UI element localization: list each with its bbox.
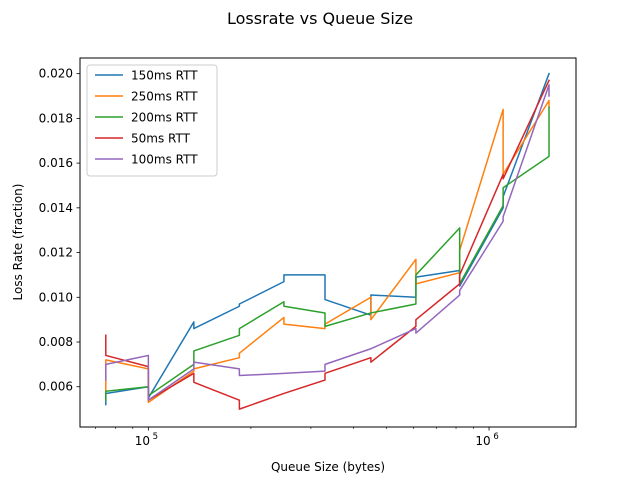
legend-box (86, 64, 218, 177)
x-tick-exponent: 6 (493, 432, 498, 442)
y-tick-label: 0.012 (39, 246, 73, 260)
y-tick-label: 0.018 (39, 111, 73, 125)
y-tick-label: 0.016 (39, 156, 73, 170)
legend-label-4: 100ms RTT (131, 153, 198, 167)
legend-label-2: 200ms RTT (131, 111, 198, 125)
x-tick-label: 10 (475, 434, 490, 448)
axis-layer: 0.006 0.008 0.010 0.012 0.014 0.016 0.018 0.020… (39, 67, 499, 448)
y-tick-label: 0.008 (39, 335, 73, 349)
x-tick-label: 10 (135, 434, 150, 448)
legend-label-1: 250ms RTT (131, 90, 198, 104)
chart-title: Lossrate vs Queue Size (227, 9, 413, 28)
legend-label-3: 50ms RTT (131, 132, 191, 146)
y-tick-label: 0.006 (39, 380, 73, 394)
y-tick-label: 0.014 (39, 201, 73, 215)
legend-label-0: 150ms RTT (131, 69, 198, 83)
plot-frame (79, 57, 577, 428)
series-layer (105, 72, 551, 410)
y-tick-label: 0.010 (39, 290, 73, 304)
y-axis-label: Loss Rate (fraction) (11, 184, 25, 301)
series-line-2 (105, 106, 550, 401)
y-tick-label: 0.020 (39, 67, 73, 81)
legend: 150ms RTT 250ms RTT 200ms RTT 50ms RTT 100ms… (86, 64, 218, 177)
x-axis-label: Queue Size (bytes) (271, 460, 385, 474)
series-line-4 (105, 84, 550, 401)
x-tick-exponent: 5 (153, 432, 158, 442)
